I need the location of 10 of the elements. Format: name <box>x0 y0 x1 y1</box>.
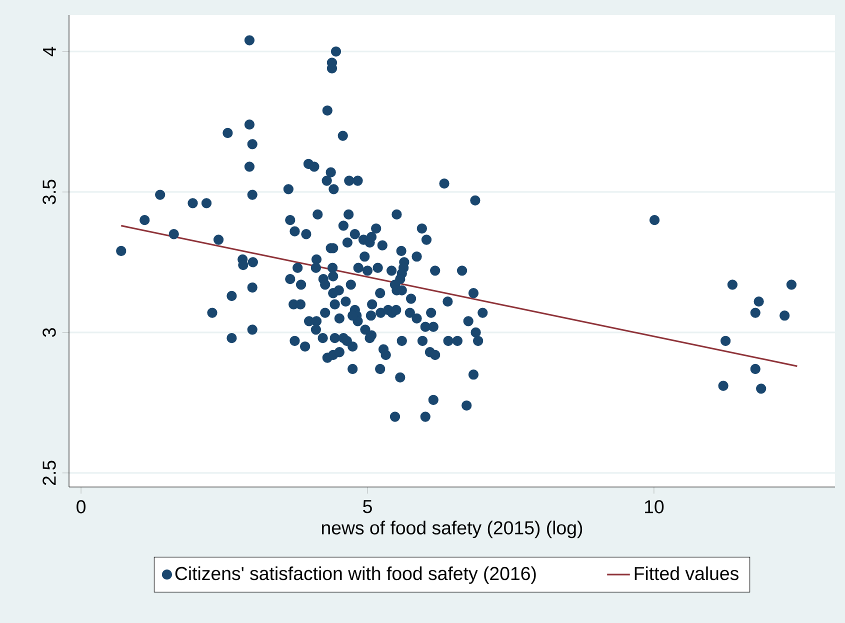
x-tick-label: 10 <box>645 500 664 514</box>
y-tick-label: 2.5 <box>42 460 56 485</box>
x-tick-label: 0 <box>76 500 86 514</box>
y-tick-label: 4 <box>43 46 56 56</box>
legend-label: Fitted values <box>634 566 738 580</box>
legend-label: Citizens' satisfaction with food safety (2016) <box>175 566 536 584</box>
x-tick-label: 5 <box>363 500 372 514</box>
y-tick-label: 3 <box>42 328 56 337</box>
y-tick-label: 3.5 <box>42 180 56 204</box>
x-axis-title: news of food safety (2015) (log) <box>322 520 582 538</box>
